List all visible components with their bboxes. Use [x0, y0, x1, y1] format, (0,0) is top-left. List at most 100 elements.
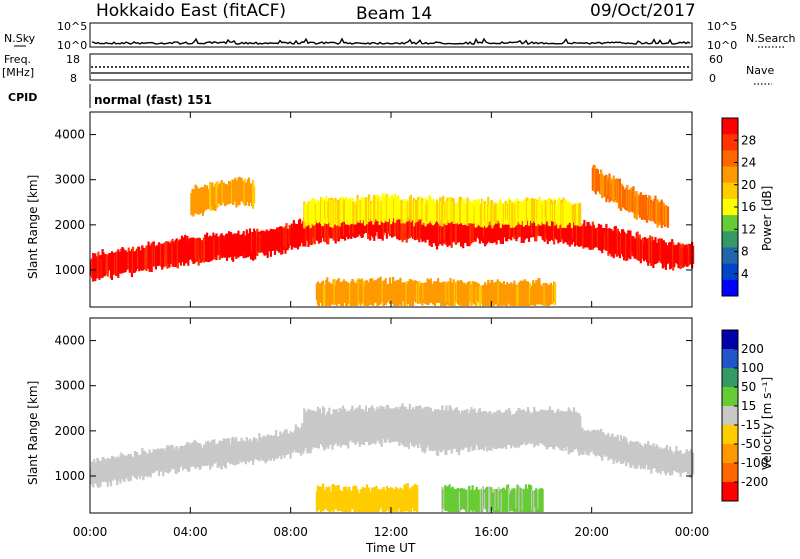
- heatmap-cell: [533, 213, 536, 238]
- heatmap-cell: [672, 242, 675, 271]
- heatmap-cell: [245, 182, 248, 202]
- heatmap-cell: [176, 452, 179, 469]
- x-tick-label: 20:00: [574, 525, 609, 539]
- colorbar-segment: [722, 215, 738, 232]
- x-tick-label: 00:00: [73, 525, 108, 539]
- power-panel: 1000 2000 3000 4000 Slant Range [km]: [26, 111, 695, 308]
- colorbar-segment: [722, 231, 738, 248]
- heatmap-cell: [533, 424, 536, 448]
- heatmap-cell: [521, 410, 524, 433]
- heatmap-cell: [521, 211, 524, 238]
- colorbar-segment: [722, 118, 738, 135]
- heatmap-cell: [625, 437, 628, 467]
- colorbar-segment: [722, 387, 738, 407]
- x-tick-label: 08:00: [273, 525, 308, 539]
- colorbar-segment: [722, 330, 738, 350]
- heatmap-cell: [199, 240, 202, 263]
- freq-left-tick-bottom: 8: [70, 72, 77, 85]
- heatmap-cell: [666, 206, 670, 228]
- colorbar-tick-label: -15: [741, 418, 761, 432]
- station-title: Hokkaido East (fitACF): [96, 1, 286, 21]
- y-tick-label: 4000: [54, 334, 85, 348]
- colorbar-segment: [722, 247, 738, 265]
- colorbar-frame: [721, 329, 739, 502]
- x-tick-label: 00:00: [675, 525, 710, 539]
- heatmap-cell: [533, 284, 536, 303]
- colorbar-tick-label: 24: [741, 156, 756, 170]
- colorbar-tick-label: 50: [741, 380, 756, 394]
- colorbar-tick-label: 8: [741, 245, 749, 259]
- heatmap-cell: [152, 241, 155, 267]
- x-tick-label: 04:00: [173, 525, 208, 539]
- colorbar-tick-label: -50: [741, 437, 761, 451]
- heatmap-cell: [590, 430, 593, 450]
- power-colorbar-label: Power [dB]: [760, 186, 774, 251]
- heatmap-cell: [554, 283, 557, 306]
- heatmap-cell: [602, 228, 605, 250]
- heatmap-cell: [164, 242, 167, 267]
- freq-panel: Freq. [MHz] 18 8 60 0 Nave: [2, 53, 774, 85]
- power-marks: [90, 164, 695, 306]
- colorbar-segment: [722, 279, 738, 297]
- heatmap-cell: [544, 411, 547, 435]
- x-tick-label: 12:00: [374, 525, 409, 539]
- heatmap-cell: [649, 445, 652, 466]
- noise-left-tick-bottom: 10^0: [57, 39, 87, 52]
- noise-right-tick-bottom: 10^0: [707, 39, 737, 52]
- colorbar-tick-label: -200: [741, 475, 768, 489]
- heatmap-cell: [222, 182, 225, 202]
- heatmap-cell: [211, 182, 214, 207]
- heatmap-cell: [613, 226, 616, 254]
- noise-panel: N.Sky 10^5 10^0 10^5 10^0 N.Search: [4, 20, 796, 52]
- y-tick-label: 3000: [54, 379, 85, 393]
- heatmap-cell: [129, 453, 132, 481]
- heatmap-cell: [625, 233, 628, 262]
- heatmap-cell: [544, 423, 547, 447]
- heatmap-cell: [613, 441, 616, 459]
- nsearch-label: N.Search: [746, 32, 796, 45]
- heatmap-cell: [602, 176, 605, 197]
- heatmap-cell: [683, 244, 686, 263]
- heatmap-cell: [234, 236, 237, 257]
- heatmap-cell: [567, 204, 570, 222]
- y-tick-label: 2000: [54, 424, 85, 438]
- heatmap-cell: [625, 187, 628, 211]
- colorbar-tick-label: 200: [741, 342, 764, 356]
- colorbar-tick-label: 12: [741, 222, 756, 236]
- colorbar-segment: [722, 444, 738, 464]
- heatmap-cell: [544, 200, 547, 218]
- heatmap-cell: [533, 201, 536, 221]
- colorbar-segment: [722, 134, 738, 151]
- colorbar-tick-label: 16: [741, 200, 756, 214]
- heatmap-cell: [692, 245, 695, 264]
- heatmap-cell: [579, 225, 582, 247]
- heatmap-cell: [649, 196, 652, 221]
- heatmap-cell: [649, 235, 652, 264]
- heatmap-cell: [245, 437, 248, 462]
- heatmap-cell: [567, 426, 570, 455]
- beam-title: Beam 14: [356, 4, 432, 24]
- heatmap-cell: [579, 202, 582, 227]
- heatmap-cell: [95, 258, 98, 279]
- colorbar-segment: [722, 406, 738, 426]
- colorbar-tick-label: 15: [741, 399, 756, 413]
- colorbar-segment: [722, 463, 738, 483]
- date-title: 09/Oct/2017: [590, 1, 696, 21]
- heatmap-cell: [556, 222, 559, 240]
- heatmap-cell: [164, 453, 167, 473]
- heatmap-cell: [222, 236, 225, 255]
- velocity-colorbar: Velocity [m s⁻¹] 200 100 50 15 -15 -50 -100 -20…: [721, 329, 774, 502]
- colorbar-segment: [722, 482, 738, 502]
- heatmap-cell: [106, 254, 109, 277]
- heatmap-cell: [521, 281, 524, 303]
- heatmap-cell: [253, 186, 256, 204]
- heatmap-cell: [533, 406, 536, 436]
- heatmap-cell: [672, 453, 675, 470]
- heatmap-cell: [579, 416, 582, 435]
- heatmap-cell: [567, 217, 570, 241]
- velocity-panel: 1000 2000 3000 4000 Slant Range [km]: [26, 317, 695, 514]
- heatmap-cell: [541, 488, 544, 512]
- heatmap-cell: [579, 427, 582, 451]
- colorbar-segment: [722, 263, 738, 281]
